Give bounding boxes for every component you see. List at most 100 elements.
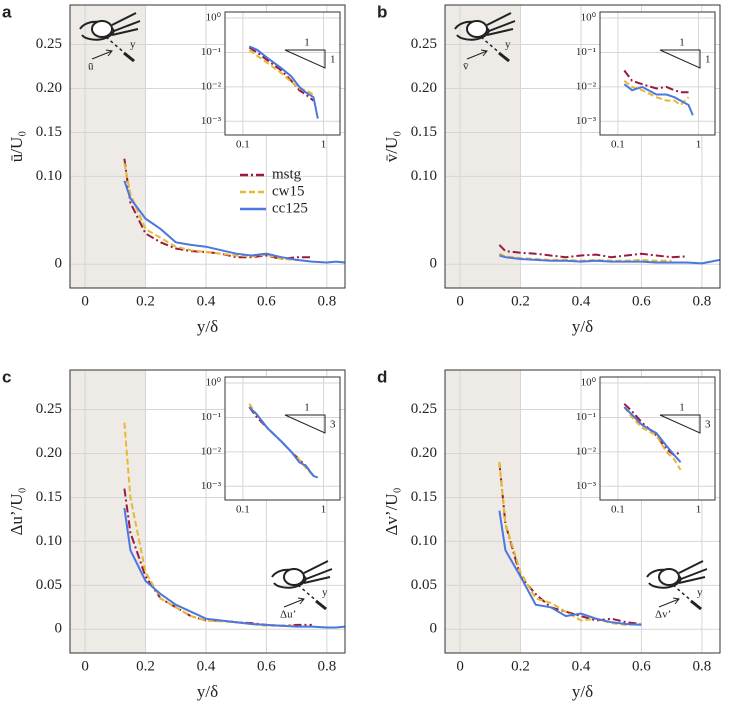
axes-box — [444, 369, 721, 654]
y-tick-label: 0.25 — [411, 36, 437, 52]
legend-label: cw15 — [272, 183, 305, 199]
icon-probe-tip — [498, 51, 510, 63]
x-tick-label: 0 — [81, 293, 89, 309]
icon-legs — [678, 560, 708, 584]
legend-label: mstg — [272, 166, 302, 182]
y-tick-label: 0.15 — [36, 489, 62, 505]
icon-label: y — [505, 39, 511, 51]
x-tick-label: 0 — [456, 658, 464, 674]
panel-label: c — [2, 367, 11, 386]
axes-box — [599, 11, 716, 136]
x-tick-label: 0.4 — [197, 658, 216, 674]
slope-triangle — [659, 414, 701, 434]
icon-probe-tip — [123, 51, 135, 63]
slope-triangle — [284, 49, 326, 69]
y-tick-label: 10⁻² — [201, 445, 222, 457]
icon-head — [91, 20, 113, 38]
y-tick-label: 0.20 — [36, 445, 62, 461]
x-tick-label: 0.8 — [317, 658, 336, 674]
x-tick-label: 0.4 — [572, 293, 591, 309]
axes-box — [444, 4, 721, 289]
panel-label: a — [2, 2, 12, 21]
probe-icon — [454, 12, 516, 63]
icon-label: y — [130, 39, 136, 51]
x-tick-label: 1 — [321, 504, 327, 516]
icon-label: y — [697, 587, 703, 599]
series-line — [248, 45, 319, 119]
x-tick-label: 0.8 — [692, 293, 711, 309]
axes-box — [224, 11, 341, 136]
shaded-region — [445, 370, 521, 653]
icon-arrow — [466, 49, 488, 60]
x-tick-label: 0.1 — [236, 139, 250, 151]
x-tick-label: 0.2 — [136, 658, 155, 674]
icon-head — [658, 568, 680, 586]
inset-background — [600, 12, 715, 135]
x-tick-label: 1 — [696, 504, 702, 516]
x-tick-label: 0.2 — [511, 658, 530, 674]
y-axis-label: Δu’/U₀ — [7, 487, 26, 535]
x-tick-label: 0.6 — [632, 293, 651, 309]
y-tick-label: 0.25 — [36, 401, 62, 417]
series-line — [623, 406, 682, 471]
icon-legs — [111, 12, 141, 36]
icon-arrow — [283, 597, 305, 608]
y-tick-label: 10⁻¹ — [201, 411, 221, 423]
slope-label: 1 — [679, 37, 685, 49]
icon-label: ū — [88, 61, 94, 73]
x-tick-label: 0.4 — [572, 658, 591, 674]
legend-label: cc125 — [272, 200, 308, 216]
y-tick-label: 0 — [430, 256, 438, 272]
y-axis-label: v̄/U₀ — [382, 131, 401, 163]
x-tick-label: 0.2 — [511, 293, 530, 309]
series-line — [248, 46, 315, 102]
icon-legs — [486, 12, 516, 36]
series-line — [623, 406, 682, 463]
y-tick-label: 10⁻² — [576, 80, 597, 92]
x-tick-label: 1 — [696, 139, 702, 151]
y-tick-label: 10⁻¹ — [576, 411, 596, 423]
series-line — [623, 69, 689, 94]
x-tick-label: 1 — [321, 139, 327, 151]
y-tick-label: 10⁻³ — [576, 115, 597, 127]
y-tick-label: 10⁰ — [206, 12, 222, 24]
y-tick-label: 0.10 — [36, 168, 62, 184]
icon-probe-tip — [690, 599, 702, 611]
y-tick-label: 0.20 — [411, 80, 437, 96]
slope-label: 1 — [330, 54, 336, 66]
slope-triangle — [659, 49, 701, 69]
series-line — [248, 406, 319, 479]
slope-triangle — [284, 414, 326, 434]
x-tick-label: 0.1 — [611, 504, 625, 516]
axes-box — [69, 369, 346, 654]
y-tick-label: 10⁻² — [201, 80, 222, 92]
icon-label: y — [322, 587, 328, 599]
slope-label: 1 — [304, 37, 310, 49]
icon-label: Δu’ — [280, 609, 296, 621]
icon-head — [466, 20, 488, 38]
series-line — [123, 163, 297, 261]
y-tick-label: 10⁻² — [576, 445, 597, 457]
y-tick-label: 10⁻¹ — [201, 46, 221, 58]
x-tick-label: 0.6 — [257, 658, 276, 674]
y-tick-label: 0.10 — [411, 168, 437, 184]
series-line — [498, 462, 642, 625]
x-axis-label: y/δ — [572, 317, 593, 336]
icon-legs — [303, 560, 333, 584]
x-tick-label: 0 — [81, 658, 89, 674]
slope-label: 1 — [679, 402, 685, 414]
x-tick-label: 0.4 — [197, 293, 216, 309]
x-tick-label: 0.8 — [317, 293, 336, 309]
series-line — [498, 510, 642, 626]
y-tick-label: 10⁻³ — [201, 115, 222, 127]
probe-icon — [646, 560, 708, 611]
y-tick-label: 0 — [55, 256, 63, 272]
series-line — [123, 158, 312, 261]
y-tick-label: 0.15 — [411, 489, 437, 505]
shaded-region — [70, 370, 146, 653]
slope-label: 1 — [705, 54, 711, 66]
icon-probe-tip — [315, 599, 327, 611]
x-axis-label: y/δ — [197, 317, 218, 336]
y-tick-label: 0 — [55, 621, 63, 637]
x-tick-label: 0.6 — [257, 293, 276, 309]
